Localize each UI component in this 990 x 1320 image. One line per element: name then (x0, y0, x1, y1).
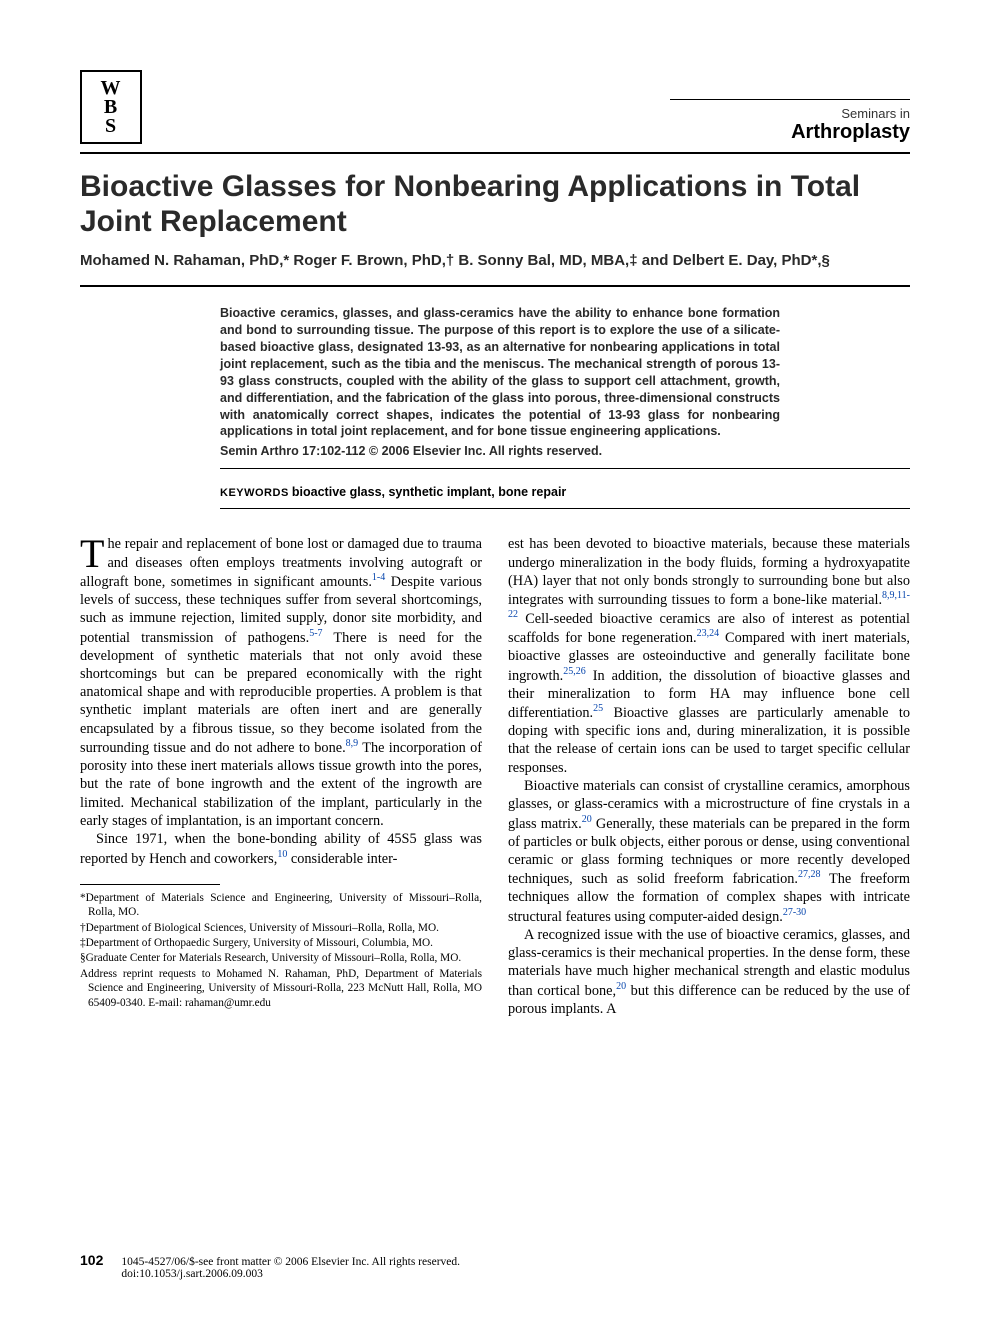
body-paragraph: est has been devoted to bioactive materi… (508, 535, 910, 777)
reference-link[interactable]: 25,26 (563, 666, 586, 677)
dropcap: T (80, 535, 107, 571)
title-rule (80, 285, 910, 287)
column-left: The repair and replacement of bone lost … (80, 535, 482, 1018)
abstract-block: Bioactive ceramics, glasses, and glass-c… (220, 305, 780, 458)
body-paragraph: The repair and replacement of bone lost … (80, 535, 482, 830)
publisher-logo-text: WBS (101, 79, 122, 136)
reference-link[interactable]: 25 (593, 703, 603, 714)
publisher-logo: WBS (80, 70, 142, 144)
keywords-label: KEYWORDS (220, 487, 289, 499)
author-list: Mohamed N. Rahaman, PhD,* Roger F. Brown… (80, 251, 910, 271)
header-rule (80, 152, 910, 154)
affiliation-item: †Department of Biological Sciences, Univ… (80, 921, 482, 935)
body-paragraph: Bioactive materials can consist of cryst… (508, 777, 910, 926)
keywords-row: KEYWORDS bioactive glass, synthetic impl… (220, 485, 910, 500)
reference-link[interactable]: 8,9 (346, 738, 359, 749)
page-header: WBS Seminars in Arthroplasty (80, 70, 910, 144)
reference-link[interactable]: 27,28 (798, 869, 821, 880)
journal-masthead: Seminars in Arthroplasty (670, 99, 910, 144)
reference-link[interactable]: 5-7 (309, 628, 322, 639)
abstract-text: Bioactive ceramics, glasses, and glass-c… (220, 305, 780, 440)
reference-link[interactable]: 20 (582, 814, 592, 825)
page-footer: 102 1045-4527/06/$-see front matter © 20… (80, 1252, 910, 1280)
footer-text: 1045-4527/06/$-see front matter © 2006 E… (121, 1256, 460, 1280)
keywords-text: bioactive glass, synthetic implant, bone… (292, 485, 566, 499)
affiliations-rule (80, 884, 220, 885)
page-number: 102 (80, 1252, 103, 1268)
doi-line: doi:10.1053/j.sart.2006.09.003 (121, 1268, 460, 1280)
journal-name-prefix: Seminars in (670, 106, 910, 121)
reference-link[interactable]: 10 (277, 849, 287, 860)
reference-link[interactable]: 1-4 (372, 572, 385, 583)
body-text: considerable inter- (287, 850, 397, 866)
body-paragraph: A recognized issue with the use of bioac… (508, 926, 910, 1018)
reference-link[interactable]: 23,24 (697, 628, 720, 639)
affiliation-item: Address reprint requests to Mohamed N. R… (80, 967, 482, 1010)
journal-name-main: Arthroplasty (670, 121, 910, 144)
body-paragraph: Since 1971, when the bone-bonding abilit… (80, 830, 482, 867)
article-title: Bioactive Glasses for Nonbearing Applica… (80, 170, 910, 239)
affiliation-item: ‡Department of Orthopaedic Surgery, Univ… (80, 936, 482, 950)
abstract-rule (220, 468, 910, 469)
affiliations-block: *Department of Materials Science and Eng… (80, 891, 482, 1011)
affiliation-item: *Department of Materials Science and Eng… (80, 891, 482, 920)
body-text: There is need for the development of syn… (80, 629, 482, 756)
reference-link[interactable]: 20 (616, 981, 626, 992)
keywords-rule (220, 508, 910, 509)
copyright-line: 1045-4527/06/$-see front matter © 2006 E… (121, 1256, 460, 1268)
citation-line: Semin Arthro 17:102-112 © 2006 Elsevier … (220, 444, 780, 458)
column-right: est has been devoted to bioactive materi… (508, 535, 910, 1018)
reference-link[interactable]: 27-30 (783, 907, 806, 918)
affiliation-item: §Graduate Center for Materials Research,… (80, 951, 482, 965)
body-columns: The repair and replacement of bone lost … (80, 535, 910, 1018)
body-text: est has been devoted to bioactive materi… (508, 536, 910, 608)
